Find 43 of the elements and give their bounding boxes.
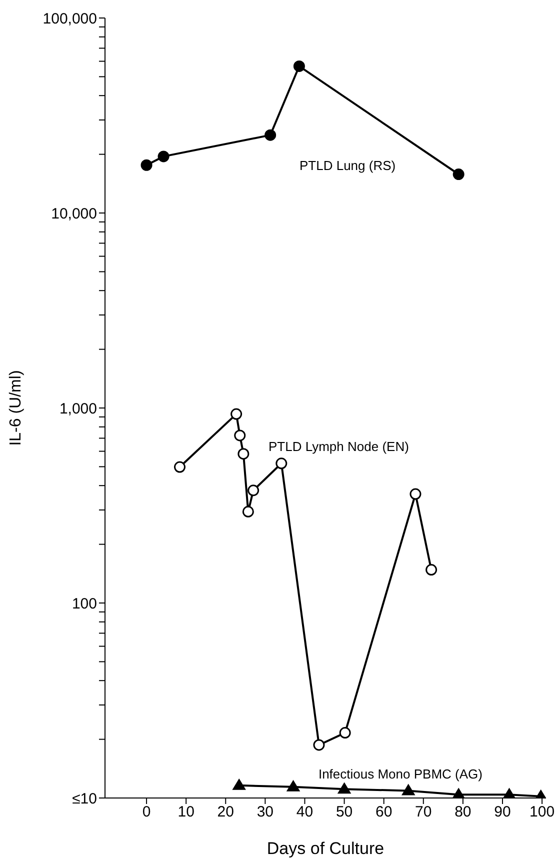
series-label: PTLD Lymph Node (EN): [268, 438, 409, 454]
y-tick-label: 100,000: [42, 10, 97, 28]
point: [402, 784, 415, 796]
x-tick-label: 80: [454, 804, 472, 821]
x-tick-label: 10: [178, 804, 194, 821]
point: [452, 788, 466, 798]
point: [410, 488, 422, 500]
point: [338, 782, 351, 794]
point: [293, 60, 305, 72]
x-tick-label: 50: [336, 804, 353, 821]
x-tick-label: 90: [494, 804, 511, 821]
x-axis-title: Days of Culture: [266, 839, 384, 858]
x-tick-label: 20: [217, 804, 234, 821]
point: [174, 461, 186, 473]
point: [242, 506, 254, 518]
point: [238, 448, 250, 460]
series-label: PTLD Lung (RS): [300, 158, 396, 174]
y-tick-label: 1,000: [59, 400, 97, 418]
x-tick-label: 30: [256, 804, 274, 821]
x-tick-label: 0: [142, 804, 151, 821]
point: [234, 430, 246, 442]
x-tick-label: 70: [415, 804, 432, 821]
y-tick-label: ≤10: [72, 790, 97, 808]
point: [140, 159, 152, 171]
series-label: Infectious Mono PBMC (AG): [318, 766, 482, 782]
point: [286, 780, 300, 792]
y-axis-title: IL-6 (U/ml): [8, 370, 25, 446]
x-tick-label: 40: [296, 804, 314, 821]
y-tick-label: 100: [72, 595, 97, 612]
point: [248, 484, 260, 496]
point: [502, 788, 516, 798]
y-tick-label: 10,000: [51, 205, 97, 222]
point: [158, 150, 170, 162]
x-tick-label: 60: [375, 804, 392, 821]
point: [264, 129, 276, 141]
point: [339, 727, 351, 739]
point: [230, 408, 242, 420]
point: [232, 778, 246, 790]
point: [452, 168, 464, 180]
x-tick-label: 100: [530, 804, 555, 821]
point: [313, 739, 325, 751]
point: [276, 458, 288, 470]
point: [426, 564, 438, 576]
